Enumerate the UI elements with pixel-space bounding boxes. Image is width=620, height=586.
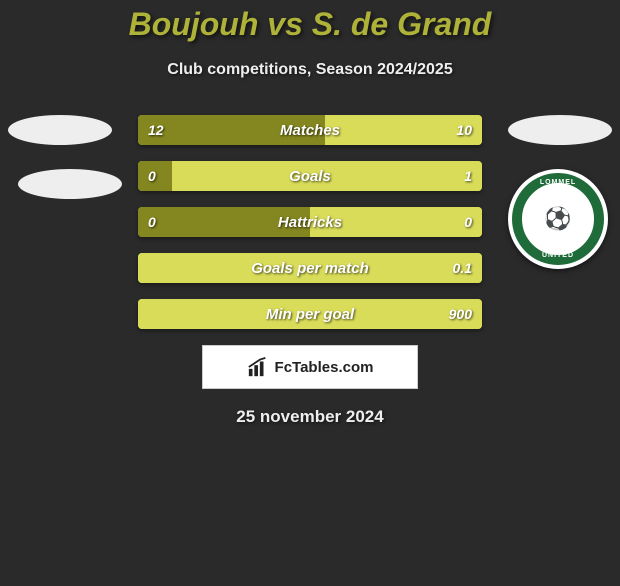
stat-bar: 01Goals: [138, 161, 482, 191]
stat-bar: 1210Matches: [138, 115, 482, 145]
bar-label: Goals: [138, 161, 482, 191]
snapshot-date: 25 november 2024: [0, 407, 620, 427]
watermark-text: FcTables.com: [275, 359, 374, 376]
crest-top-text: LOMMEL: [508, 179, 608, 186]
vs-text: vs: [258, 6, 311, 42]
player2-club-crest: LOMMEL ⚽ UNITED: [508, 169, 608, 269]
bar-label: Goals per match: [138, 253, 482, 283]
right-player-column: LOMMEL ⚽ UNITED: [508, 115, 612, 269]
player2-avatar-placeholder: [508, 115, 612, 145]
bar-label: Hattricks: [138, 207, 482, 237]
player1-avatar-placeholder: [8, 115, 112, 145]
left-player-column: [8, 115, 122, 223]
player2-name: S. de Grand: [312, 6, 492, 42]
bar-label: Matches: [138, 115, 482, 145]
subtitle: Club competitions, Season 2024/2025: [0, 61, 620, 79]
player1-club-placeholder: [18, 169, 122, 199]
watermark-badge: FcTables.com: [202, 345, 418, 389]
player1-name: Boujouh: [129, 6, 259, 42]
stat-bar: 00Hattricks: [138, 207, 482, 237]
stat-bars: 1210Matches 01Goals 00Hattricks 0.1Goals pe…: [138, 115, 482, 329]
stat-bar: 0.1Goals per match: [138, 253, 482, 283]
comparison-title: Boujouh vs S. de Grand: [0, 6, 620, 43]
crest-bottom-text: UNITED: [508, 252, 608, 259]
crest-ball-icon: ⚽: [535, 196, 581, 242]
comparison-content: LOMMEL ⚽ UNITED 1210Matches 01Goals 00Hatt…: [0, 115, 620, 427]
bar-label: Min per goal: [138, 299, 482, 329]
stat-bar: 900Min per goal: [138, 299, 482, 329]
chart-icon: [247, 356, 269, 378]
